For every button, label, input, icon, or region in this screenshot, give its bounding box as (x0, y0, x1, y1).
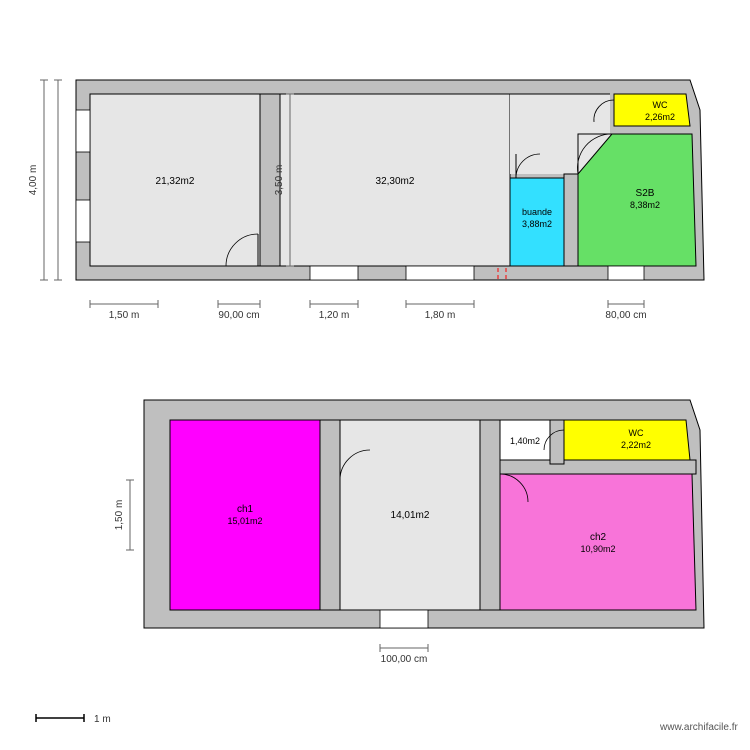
dim-120m: 1,20 m (319, 310, 350, 321)
room-ch1-name: ch1 (237, 504, 254, 515)
room-wc1-name: WC (653, 100, 668, 110)
footer-site: www.archifacile.fr (659, 722, 738, 733)
room-32-30-label: 32,30m2 (376, 176, 415, 187)
dim-90cm: 90,00 cm (218, 310, 259, 321)
dim-150m: 1,50 m (109, 310, 140, 321)
room-ch2-name: ch2 (590, 532, 607, 543)
room-s2b-area: 8,38m2 (630, 200, 660, 210)
room-ch1-area: 15,01m2 (227, 516, 262, 526)
room-buande-name: buande (522, 207, 552, 217)
floorplan-canvas: 21,32m2 32,30m2 buande 3,88m2 WC 2,26m2 … (0, 0, 750, 750)
scale-label: 1 m (94, 714, 111, 725)
room-small-label: 1,40m2 (510, 436, 540, 446)
scale-bar: 1 m (36, 714, 111, 725)
plan-1: 21,32m2 32,30m2 buande 3,88m2 WC 2,26m2 … (28, 80, 704, 321)
dim-180m: 1,80 m (425, 310, 456, 321)
room-14-label: 14,01m2 (391, 510, 430, 521)
dim-p2-100cm: 100,00 cm (381, 654, 428, 665)
room-wc2-area: 2,22m2 (621, 440, 651, 450)
room-ch1 (170, 420, 320, 610)
room-ch2-area: 10,90m2 (580, 544, 615, 554)
room-wc1-area: 2,26m2 (645, 112, 675, 122)
room-s2b-name: S2B (636, 188, 655, 199)
room-21-32-label: 21,32m2 (156, 176, 195, 187)
dim-3-5m: 3,50 m (274, 165, 285, 196)
dim-80cm: 80,00 cm (605, 310, 646, 321)
room-buande-area: 3,88m2 (522, 219, 552, 229)
room-wc2-name: WC (629, 428, 644, 438)
plan-2: ch1 15,01m2 14,01m2 1,40m2 WC 2,22m2 ch2… (114, 400, 704, 665)
dim-4m: 4,00 m (28, 165, 39, 196)
dim-p2-150m: 1,50 m (114, 500, 125, 531)
